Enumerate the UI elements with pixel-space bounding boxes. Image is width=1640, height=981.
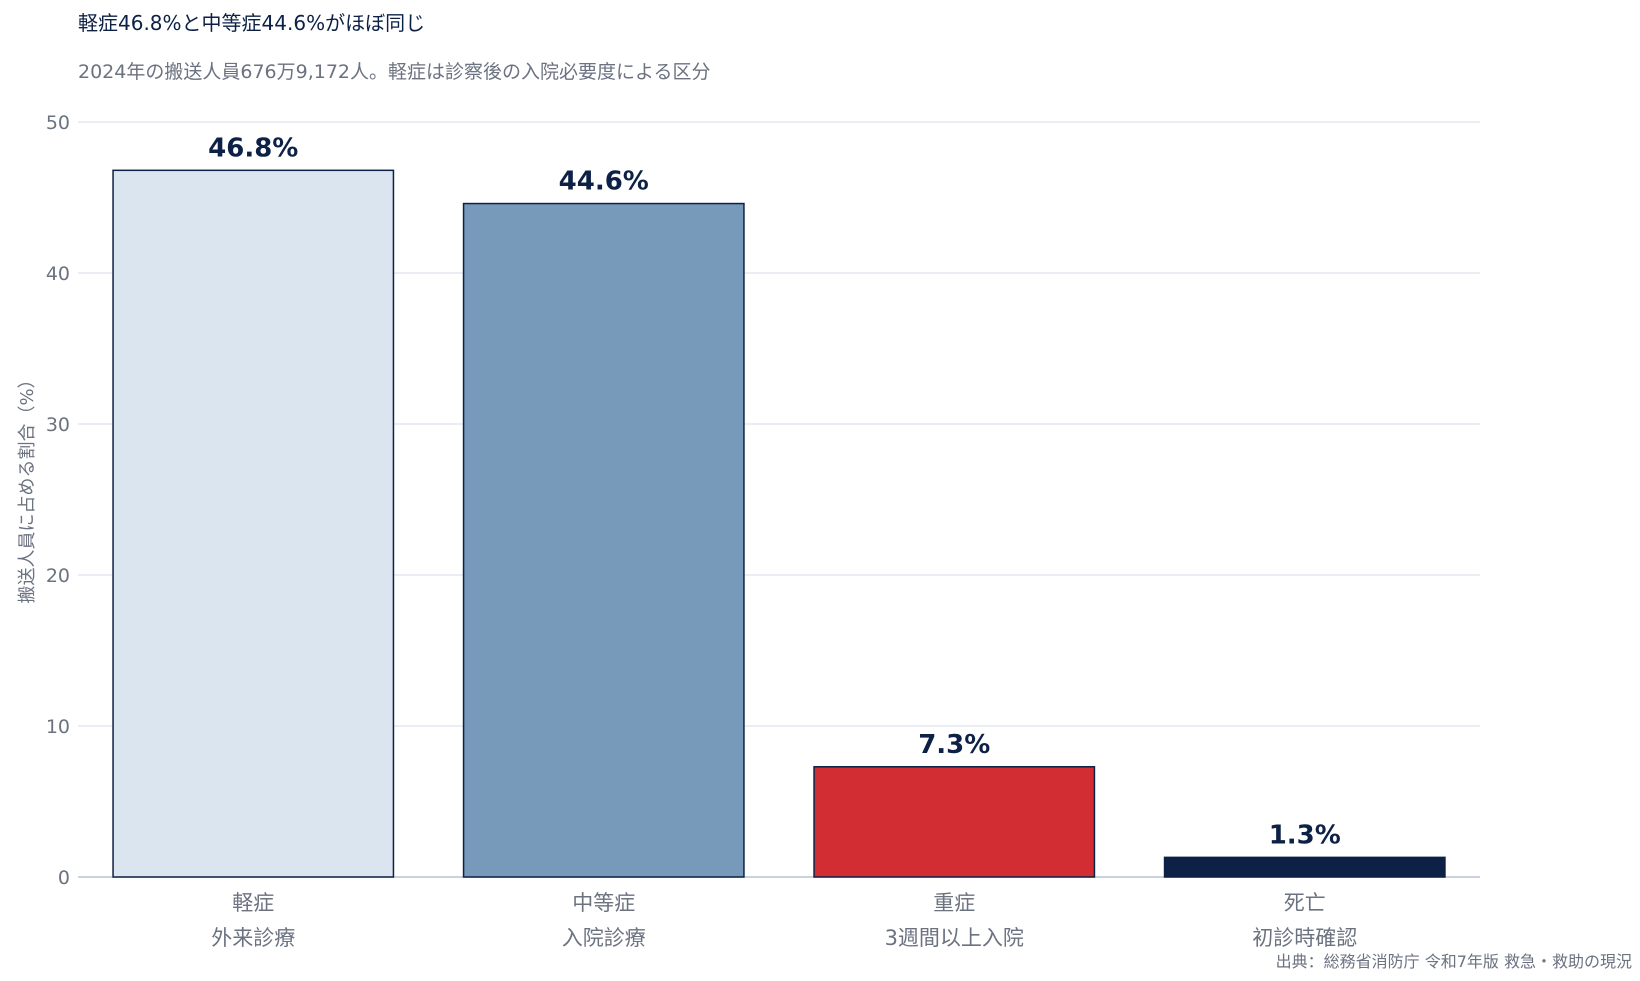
chart-subtitle: 2024年の搬送人員676万9,172人。軽症は診察後の入院必要度による区分 <box>78 61 710 83</box>
source-note: 出典：総務省消防庁 令和7年版 救急・救助の現況 <box>1276 952 1632 971</box>
x-tick-label: 外来診療 <box>211 926 295 950</box>
x-tick-label: 死亡 <box>1284 891 1326 915</box>
y-tick-label: 0 <box>58 867 70 889</box>
data-labels: 46.8% 44.6% 7.3% 1.3% <box>208 133 1341 850</box>
y-tick-label: 30 <box>46 414 70 436</box>
x-tick-label: 初診時確認 <box>1252 926 1357 950</box>
bar <box>112 169 395 878</box>
y-tick-label: 10 <box>46 716 70 738</box>
data-label: 44.6% <box>559 167 649 197</box>
x-tick-label: 3週間以上入院 <box>885 926 1024 950</box>
bar <box>813 766 1096 878</box>
x-tick-label: 重症 <box>933 891 975 915</box>
data-label: 1.3% <box>1269 820 1341 850</box>
y-tick-label: 40 <box>46 263 70 285</box>
y-axis-label: 搬送人員に占める割合（%） <box>17 370 38 603</box>
bar <box>462 202 745 878</box>
y-tick-label: 50 <box>46 112 70 134</box>
data-label: 46.8% <box>208 133 298 163</box>
bars <box>112 169 1446 878</box>
data-label: 7.3% <box>918 730 990 760</box>
x-tick-label: 中等症 <box>572 891 635 915</box>
x-tick-label: 入院診療 <box>562 926 646 950</box>
y-tick-label: 20 <box>46 565 70 587</box>
x-tick-label: 軽症 <box>232 891 274 915</box>
bar <box>1163 856 1446 878</box>
y-axis-ticks: 0 10 20 30 40 50 <box>46 112 70 889</box>
chart-title: 軽症46.8%と中等症44.6%がほぼ同じ <box>78 11 425 35</box>
